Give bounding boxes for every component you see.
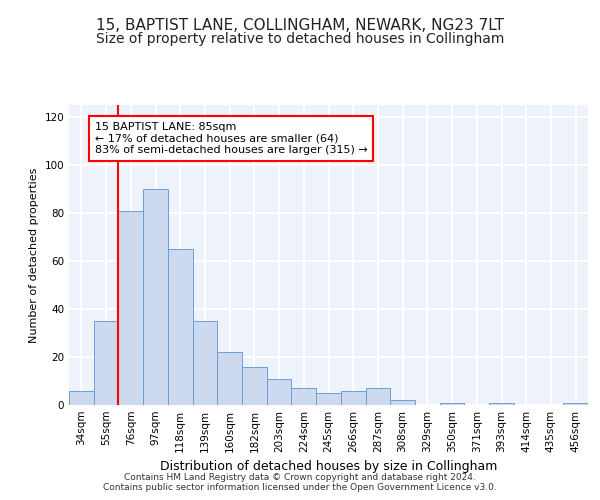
Bar xyxy=(440,402,464,405)
Bar xyxy=(217,352,242,405)
Text: Size of property relative to detached houses in Collingham: Size of property relative to detached ho… xyxy=(96,32,504,46)
Bar xyxy=(118,210,143,405)
Bar xyxy=(267,378,292,405)
Bar xyxy=(489,402,514,405)
Text: 15, BAPTIST LANE, COLLINGHAM, NEWARK, NG23 7LT: 15, BAPTIST LANE, COLLINGHAM, NEWARK, NG… xyxy=(96,18,504,32)
Bar xyxy=(563,402,588,405)
Bar xyxy=(143,189,168,405)
Bar xyxy=(168,249,193,405)
Bar xyxy=(390,400,415,405)
Bar xyxy=(292,388,316,405)
Bar xyxy=(242,366,267,405)
Bar xyxy=(94,321,118,405)
Text: 15 BAPTIST LANE: 85sqm
← 17% of detached houses are smaller (64)
83% of semi-det: 15 BAPTIST LANE: 85sqm ← 17% of detached… xyxy=(95,122,368,155)
Text: Contains HM Land Registry data © Crown copyright and database right 2024.
Contai: Contains HM Land Registry data © Crown c… xyxy=(103,473,497,492)
X-axis label: Distribution of detached houses by size in Collingham: Distribution of detached houses by size … xyxy=(160,460,497,473)
Bar xyxy=(341,390,365,405)
Bar xyxy=(193,321,217,405)
Bar xyxy=(69,390,94,405)
Bar xyxy=(316,393,341,405)
Bar xyxy=(365,388,390,405)
Y-axis label: Number of detached properties: Number of detached properties xyxy=(29,168,39,342)
